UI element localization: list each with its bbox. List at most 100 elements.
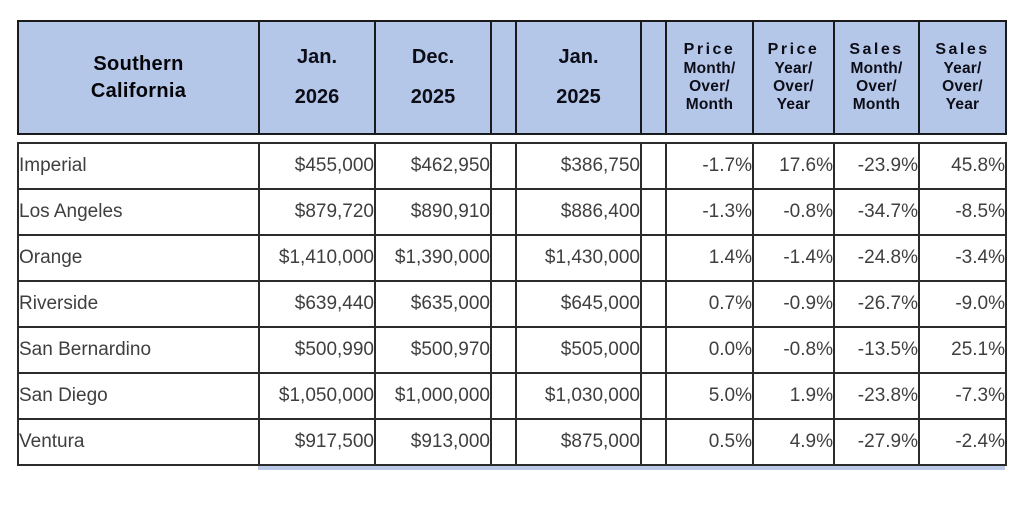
table-row: Imperial $455,000 $462,950 $386,750 -1.7…	[17, 142, 1007, 190]
price-jan-2026-cell: $1,050,000	[258, 372, 376, 420]
spacer-cell	[640, 188, 667, 236]
price-mom-cell: -1.7%	[665, 142, 754, 190]
region-label: Southern California	[90, 52, 187, 102]
sales-yoy-cell: -7.3%	[918, 372, 1007, 420]
metric-header-price-yoy: Price Year/ Over/ Year	[752, 20, 835, 135]
sales-mom-cell: -34.7%	[833, 188, 920, 236]
spacer-cell	[640, 372, 667, 420]
period-header-jan-2025: Jan. 2025	[515, 20, 642, 135]
sales-yoy-cell: -9.0%	[918, 280, 1007, 328]
table-header: Southern California Jan. 2026 Dec. 2025 …	[17, 20, 1007, 135]
table-row: San Bernardino $500,990 $500,970 $505,00…	[17, 326, 1007, 374]
table-row: San Diego $1,050,000 $1,000,000 $1,030,0…	[17, 372, 1007, 420]
period-year: 2026	[294, 86, 340, 108]
metric-lines: Month/ Over/ Month	[850, 59, 903, 114]
period-header-dec-2025: Dec. 2025	[374, 20, 492, 135]
price-jan-2026-cell: $1,410,000	[258, 234, 376, 282]
sales-mom-cell: -23.9%	[833, 142, 920, 190]
county-cell: San Bernardino	[17, 326, 260, 374]
region-header-cell: Southern California	[17, 20, 260, 135]
spacer-cell	[490, 234, 517, 282]
sales-mom-cell: -26.7%	[833, 280, 920, 328]
metric-word: Price	[767, 40, 820, 58]
county-cell: Orange	[17, 234, 260, 282]
sales-yoy-cell: -3.4%	[918, 234, 1007, 282]
sales-mom-cell: -24.8%	[833, 234, 920, 282]
price-jan-2026-cell: $879,720	[258, 188, 376, 236]
metric-header-sales-yoy: Sales Year/ Over/ Year	[918, 20, 1007, 135]
price-yoy-cell: -0.8%	[752, 188, 835, 236]
period-year: 2025	[556, 86, 601, 108]
metric-lines: Month/ Over/ Month	[683, 59, 736, 114]
price-yoy-cell: 1.9%	[752, 372, 835, 420]
period-year: 2025	[410, 86, 456, 108]
price-jan-2025-cell: $886,400	[515, 188, 642, 236]
price-dec-2025-cell: $890,910	[374, 188, 492, 236]
period-month: Jan.	[296, 46, 338, 68]
header-body-gap	[17, 135, 1007, 142]
price-jan-2026-cell: $500,990	[258, 326, 376, 374]
spacer-cell	[490, 418, 517, 466]
table-row: Los Angeles $879,720 $890,910 $886,400 -…	[17, 188, 1007, 236]
price-jan-2025-cell: $386,750	[515, 142, 642, 190]
spacer-cell	[490, 372, 517, 420]
price-jan-2025-cell: $1,030,000	[515, 372, 642, 420]
county-cell: Imperial	[17, 142, 260, 190]
table-body: Imperial $455,000 $462,950 $386,750 -1.7…	[17, 142, 1007, 466]
socal-home-price-table: Southern California Jan. 2026 Dec. 2025 …	[17, 20, 1007, 470]
spacer-cell	[640, 280, 667, 328]
price-jan-2026-cell: $917,500	[258, 418, 376, 466]
sales-yoy-cell: -2.4%	[918, 418, 1007, 466]
metric-header-sales-mom: Sales Month/ Over/ Month	[833, 20, 920, 135]
table-row: Riverside $639,440 $635,000 $645,000 0.7…	[17, 280, 1007, 328]
header-spacer-cell	[490, 20, 517, 135]
price-jan-2025-cell: $875,000	[515, 418, 642, 466]
price-yoy-cell: -1.4%	[752, 234, 835, 282]
price-mom-cell: -1.3%	[665, 188, 754, 236]
table-row: Ventura $917,500 $913,000 $875,000 0.5% …	[17, 418, 1007, 466]
period-month: Jan.	[558, 46, 599, 68]
price-dec-2025-cell: $913,000	[374, 418, 492, 466]
price-mom-cell: 0.5%	[665, 418, 754, 466]
price-jan-2025-cell: $645,000	[515, 280, 642, 328]
sales-mom-cell: -13.5%	[833, 326, 920, 374]
price-jan-2025-cell: $505,000	[515, 326, 642, 374]
sales-yoy-cell: -8.5%	[918, 188, 1007, 236]
sales-mom-cell: -27.9%	[833, 418, 920, 466]
spacer-cell	[490, 142, 517, 190]
county-cell: San Diego	[17, 372, 260, 420]
spacer-cell	[490, 188, 517, 236]
price-jan-2026-cell: $639,440	[258, 280, 376, 328]
price-mom-cell: 1.4%	[665, 234, 754, 282]
spacer-cell	[640, 234, 667, 282]
price-jan-2026-cell: $455,000	[258, 142, 376, 190]
price-dec-2025-cell: $500,970	[374, 326, 492, 374]
county-cell: Ventura	[17, 418, 260, 466]
price-mom-cell: 0.0%	[665, 326, 754, 374]
period-month: Dec.	[411, 46, 455, 68]
spacer-cell	[640, 418, 667, 466]
spacer-cell	[490, 280, 517, 328]
sales-yoy-cell: 45.8%	[918, 142, 1007, 190]
price-yoy-cell: -0.9%	[752, 280, 835, 328]
metric-word: Sales	[849, 40, 904, 58]
spacer-cell	[490, 326, 517, 374]
county-cell: Los Angeles	[17, 188, 260, 236]
metric-header-price-mom: Price Month/ Over/ Month	[665, 20, 754, 135]
price-yoy-cell: 4.9%	[752, 418, 835, 466]
price-yoy-cell: -0.8%	[752, 326, 835, 374]
price-jan-2025-cell: $1,430,000	[515, 234, 642, 282]
sales-mom-cell: -23.8%	[833, 372, 920, 420]
price-dec-2025-cell: $1,000,000	[374, 372, 492, 420]
spacer-cell	[640, 326, 667, 374]
metric-lines: Year/ Over/ Year	[942, 59, 983, 114]
period-header-jan-2026: Jan. 2026	[258, 20, 376, 135]
county-cell: Riverside	[17, 280, 260, 328]
metric-word: Sales	[935, 40, 990, 58]
price-dec-2025-cell: $1,390,000	[374, 234, 492, 282]
table-row: Orange $1,410,000 $1,390,000 $1,430,000 …	[17, 234, 1007, 282]
sales-yoy-cell: 25.1%	[918, 326, 1007, 374]
header-spacer-cell	[640, 20, 667, 135]
spacer-cell	[640, 142, 667, 190]
price-mom-cell: 5.0%	[665, 372, 754, 420]
